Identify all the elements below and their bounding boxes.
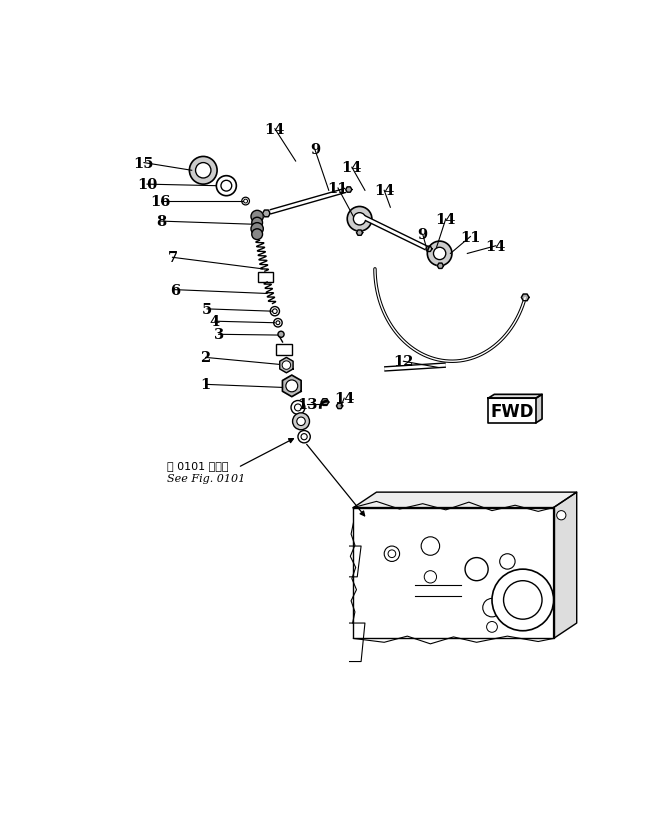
Text: 11: 11 bbox=[460, 230, 481, 244]
Polygon shape bbox=[336, 404, 343, 409]
Circle shape bbox=[251, 211, 263, 223]
Circle shape bbox=[270, 307, 280, 317]
Polygon shape bbox=[438, 264, 443, 269]
Text: 2: 2 bbox=[201, 351, 211, 365]
Polygon shape bbox=[426, 247, 432, 252]
Text: 12: 12 bbox=[393, 354, 414, 369]
Circle shape bbox=[221, 181, 232, 191]
Circle shape bbox=[427, 242, 452, 267]
Circle shape bbox=[499, 554, 515, 569]
Text: 1: 1 bbox=[201, 378, 211, 392]
Circle shape bbox=[276, 321, 280, 325]
Text: 16: 16 bbox=[151, 195, 171, 209]
Text: See Fig. 0101: See Fig. 0101 bbox=[167, 474, 245, 484]
Polygon shape bbox=[521, 295, 529, 301]
Bar bbox=[258, 273, 273, 283]
Polygon shape bbox=[353, 492, 576, 508]
Text: 14: 14 bbox=[486, 239, 506, 253]
Circle shape bbox=[483, 599, 501, 617]
Text: 6: 6 bbox=[170, 283, 180, 298]
Circle shape bbox=[487, 622, 497, 633]
Text: 5: 5 bbox=[202, 303, 213, 317]
Text: 13: 13 bbox=[297, 397, 317, 411]
Text: 15: 15 bbox=[134, 156, 154, 171]
Circle shape bbox=[272, 309, 277, 314]
Text: 14: 14 bbox=[265, 123, 285, 136]
Circle shape bbox=[384, 547, 399, 562]
Circle shape bbox=[503, 581, 542, 619]
Text: 14: 14 bbox=[334, 392, 355, 405]
Polygon shape bbox=[488, 395, 542, 399]
Circle shape bbox=[252, 218, 263, 229]
Circle shape bbox=[190, 157, 217, 185]
Text: 4: 4 bbox=[210, 315, 220, 329]
Circle shape bbox=[347, 207, 372, 232]
Circle shape bbox=[291, 401, 305, 415]
Circle shape bbox=[421, 538, 440, 556]
Polygon shape bbox=[536, 395, 542, 423]
Polygon shape bbox=[345, 187, 352, 193]
Text: 7: 7 bbox=[167, 251, 178, 265]
Circle shape bbox=[434, 248, 446, 260]
Text: 10: 10 bbox=[137, 178, 157, 192]
Circle shape bbox=[274, 319, 282, 328]
Text: 14: 14 bbox=[436, 212, 456, 227]
Polygon shape bbox=[282, 375, 301, 397]
Text: 9: 9 bbox=[310, 143, 320, 157]
Polygon shape bbox=[321, 400, 329, 406]
Circle shape bbox=[278, 332, 284, 338]
Polygon shape bbox=[357, 231, 363, 236]
Circle shape bbox=[388, 550, 395, 558]
Circle shape bbox=[243, 200, 247, 204]
Polygon shape bbox=[488, 399, 536, 423]
Circle shape bbox=[557, 511, 566, 520]
Polygon shape bbox=[280, 358, 293, 374]
Circle shape bbox=[492, 569, 553, 631]
Text: 14: 14 bbox=[342, 161, 362, 175]
Circle shape bbox=[301, 434, 307, 441]
Text: 14: 14 bbox=[374, 184, 394, 198]
Text: 第 0101 図参照: 第 0101 図参照 bbox=[167, 461, 228, 471]
Circle shape bbox=[293, 413, 309, 431]
Circle shape bbox=[282, 361, 291, 370]
Circle shape bbox=[241, 198, 249, 206]
Circle shape bbox=[286, 380, 297, 392]
Circle shape bbox=[424, 571, 436, 584]
Circle shape bbox=[465, 558, 488, 581]
Circle shape bbox=[252, 230, 263, 240]
Polygon shape bbox=[263, 211, 270, 217]
Text: 11: 11 bbox=[328, 181, 348, 196]
Text: 3: 3 bbox=[214, 328, 224, 342]
Text: 9: 9 bbox=[418, 228, 428, 242]
Text: FWD: FWD bbox=[490, 402, 534, 420]
Circle shape bbox=[298, 431, 311, 443]
Circle shape bbox=[251, 223, 263, 236]
Circle shape bbox=[295, 405, 301, 411]
Circle shape bbox=[353, 213, 366, 226]
Bar bbox=[276, 345, 291, 355]
Circle shape bbox=[297, 417, 305, 426]
Circle shape bbox=[216, 176, 236, 196]
Polygon shape bbox=[553, 492, 576, 639]
Polygon shape bbox=[353, 508, 553, 639]
Circle shape bbox=[195, 163, 211, 179]
Text: 8: 8 bbox=[156, 215, 166, 229]
